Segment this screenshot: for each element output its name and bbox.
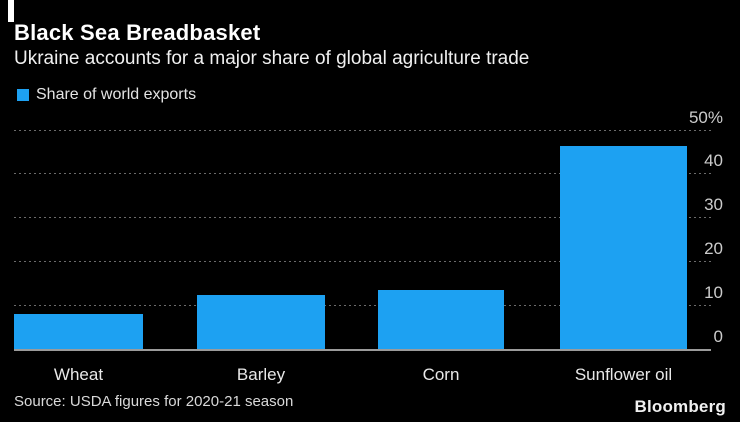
bar-wheat [14, 313, 143, 349]
chart-title: Black Sea Breadbasket [14, 20, 261, 45]
y-tick-label-50: 50% [688, 107, 723, 127]
y-tick-label-0: 0 [713, 327, 723, 346]
x-category-label-barley: Barley [236, 365, 286, 384]
bar-corn [378, 290, 504, 349]
x-axis-line [14, 349, 711, 351]
gridline-10 [14, 305, 711, 307]
gridline-20 [14, 261, 711, 263]
legend: Share of world exports [17, 86, 196, 104]
y-tick-label-20: 20 [704, 239, 723, 259]
x-category-label-sunflower-oil: Sunflower oil [574, 365, 673, 384]
legend-label: Share of world exports [36, 86, 197, 103]
bar-barley [197, 294, 325, 349]
gridline-30 [14, 217, 711, 219]
chart-subtitle: Ukraine accounts for a major share of gl… [14, 48, 530, 69]
bar-sunflower-oil [560, 145, 687, 349]
gridline-40 [14, 173, 711, 175]
x-category-label-corn: Corn [422, 365, 460, 384]
x-category-label-wheat: Wheat [53, 365, 104, 384]
y-tick-label-40: 40 [704, 151, 723, 171]
y-tick-label-10: 10 [704, 283, 723, 303]
bloomberg-logo: Bloomberg [634, 397, 726, 416]
terminal-cursor-artifact [8, 0, 14, 22]
legend-swatch-icon [17, 89, 29, 101]
source-note: Source: USDA figures for 2020-21 season [14, 393, 294, 410]
y-tick-label-30: 30 [704, 195, 723, 215]
gridline-50 [14, 129, 711, 131]
